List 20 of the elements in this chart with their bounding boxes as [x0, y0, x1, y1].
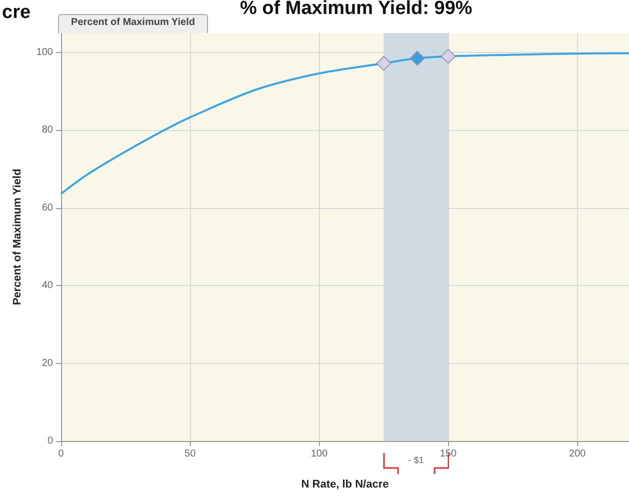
y-tick-label: 40: [42, 280, 54, 292]
x-tick-label: 0: [58, 448, 64, 460]
y-tick-label: 60: [42, 202, 54, 214]
text: % of Maximum Yield: 99%: [240, 0, 472, 20]
text: - $1: [407, 455, 425, 465]
point: [410, 50, 425, 66]
chart-title: Percent of Maximum Yield: [70, 17, 196, 28]
x-tick-label: 200: [569, 448, 586, 460]
y-tick-label: 100: [36, 46, 54, 58]
x-tick-label: 50: [184, 448, 196, 460]
x-tick-label: 150: [440, 448, 458, 460]
y-tick-label: 0: [47, 436, 54, 446]
y-axis-title: Percent of Maximum Yield: [12, 168, 24, 306]
x-tick-label: 100: [310, 448, 328, 460]
text: cre: [2, 2, 31, 24]
point: [440, 48, 456, 64]
y-tick-label: 20: [42, 358, 54, 369]
y-tick-label: 80: [42, 124, 54, 136]
x-axis-title: N Rate, lb N/acre: [301, 478, 389, 490]
point: [376, 56, 392, 71]
